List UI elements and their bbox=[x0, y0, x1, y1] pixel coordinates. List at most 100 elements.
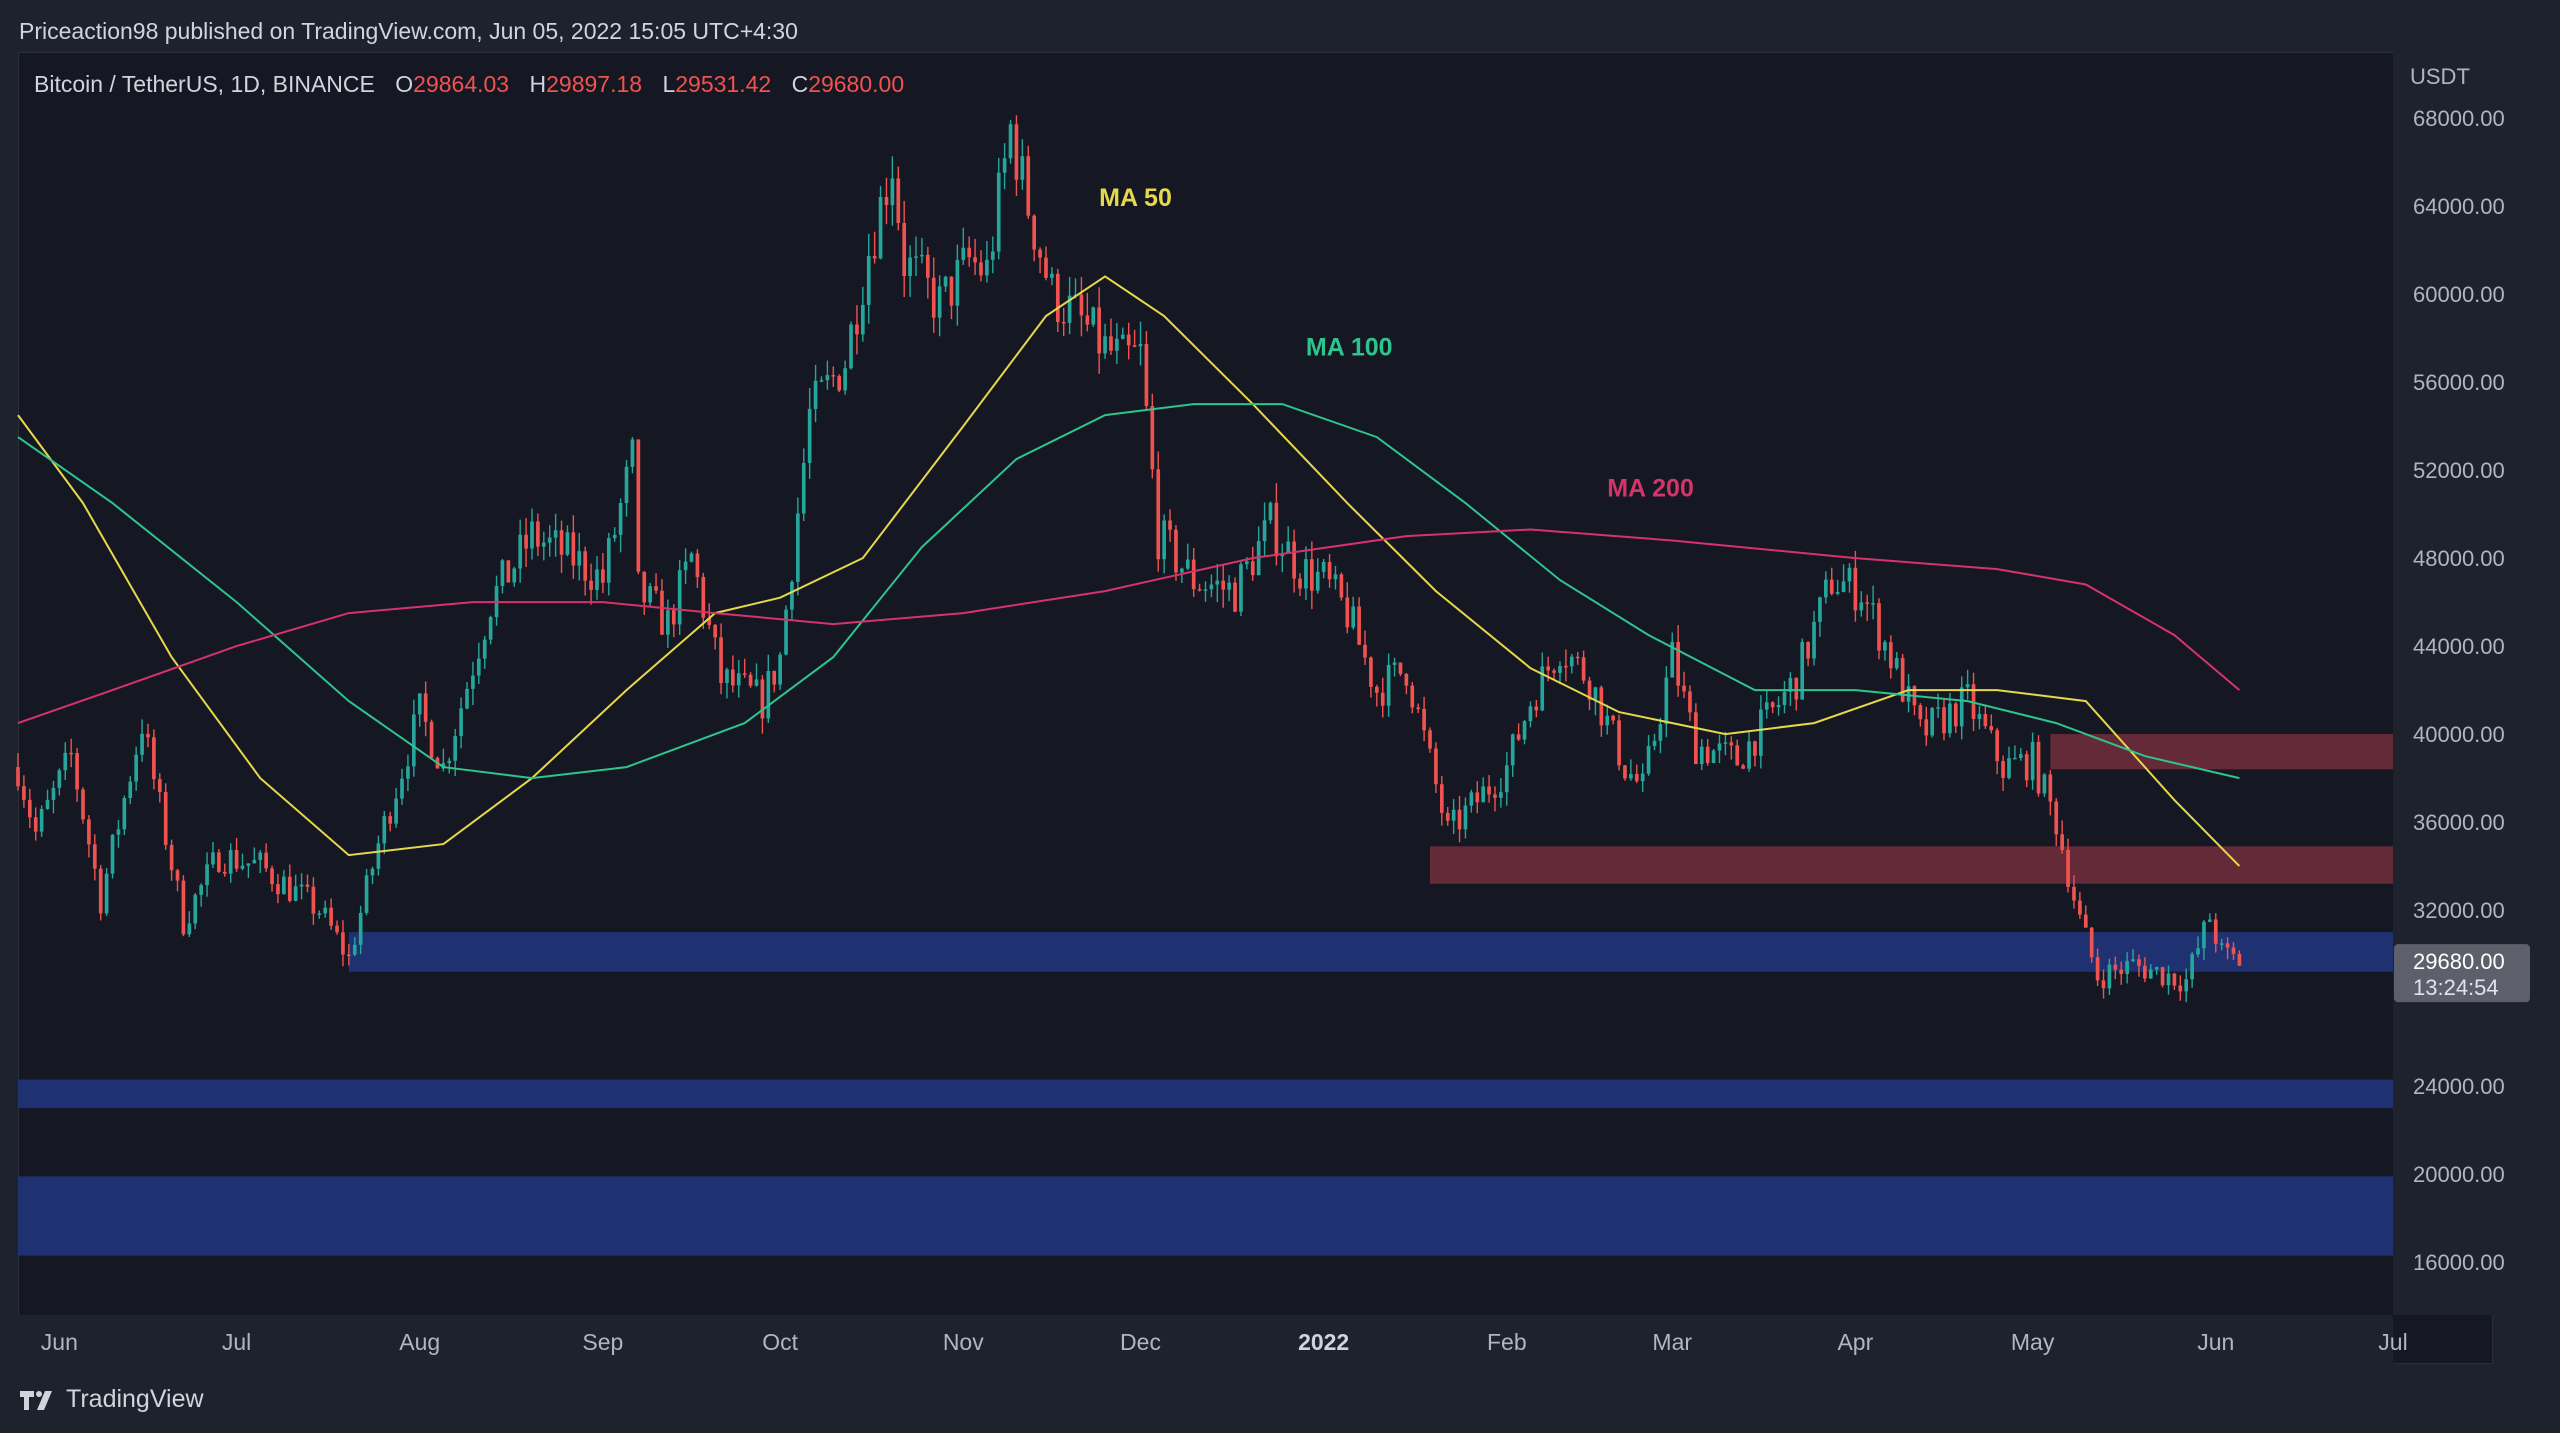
candle-body bbox=[1321, 561, 1326, 572]
candle-body bbox=[57, 770, 62, 788]
candle-body bbox=[187, 923, 192, 935]
candle-body bbox=[128, 781, 133, 799]
candle-body bbox=[1829, 579, 1834, 594]
candle-body bbox=[796, 513, 800, 582]
candle-body bbox=[1800, 642, 1805, 700]
candle-body bbox=[1865, 602, 1870, 604]
candle-body bbox=[530, 521, 534, 549]
chart-pane[interactable] bbox=[18, 52, 2493, 1364]
candle-body bbox=[1115, 338, 1119, 351]
candle-body bbox=[1965, 684, 1970, 688]
candle-body bbox=[2131, 959, 2135, 961]
ma-label: MA 100 bbox=[1306, 334, 1393, 362]
candle-body bbox=[2083, 914, 2088, 928]
price-tick-label: 40000.00 bbox=[2413, 722, 2505, 747]
candle-body bbox=[1315, 571, 1320, 591]
candle-body bbox=[1587, 680, 1592, 700]
candle-body bbox=[1705, 746, 1710, 763]
candle-body bbox=[1451, 809, 1456, 821]
candle-body bbox=[2202, 921, 2206, 949]
time-tick-label: Jun bbox=[41, 1329, 78, 1355]
support-zone bbox=[18, 1079, 2393, 1109]
candle-body bbox=[1581, 657, 1586, 681]
candle-body bbox=[1109, 336, 1113, 351]
time-tick-label: Jul bbox=[2378, 1329, 2407, 1355]
candle-body bbox=[376, 843, 381, 869]
candle-body bbox=[305, 884, 310, 887]
candle-body bbox=[1753, 741, 1757, 756]
candle-body bbox=[81, 789, 85, 820]
candle-body bbox=[2119, 969, 2124, 974]
candle-body bbox=[1428, 730, 1432, 749]
candle-body bbox=[1569, 656, 1574, 667]
candle-body bbox=[2042, 774, 2047, 794]
candle-body bbox=[1894, 658, 1899, 669]
candle-body bbox=[347, 954, 351, 956]
candle-body bbox=[825, 375, 830, 381]
last-price-value: 29680.00 bbox=[2413, 949, 2505, 974]
candle-body bbox=[199, 885, 203, 895]
candle-body bbox=[961, 247, 966, 260]
candle-body bbox=[1711, 750, 1716, 763]
candle-body bbox=[352, 944, 357, 955]
candle-body bbox=[1510, 734, 1515, 766]
candle-body bbox=[87, 819, 91, 845]
ma-label: MA 200 bbox=[1607, 474, 1694, 502]
candle-body bbox=[908, 257, 912, 277]
candle-body bbox=[2225, 943, 2230, 948]
candle-body bbox=[902, 223, 907, 277]
time-tick-label: Oct bbox=[762, 1329, 798, 1355]
tradingview-brand[interactable]: TradingView bbox=[18, 1385, 204, 1414]
candle-body bbox=[1292, 541, 1296, 579]
candle-body bbox=[2190, 954, 2194, 980]
candle-body bbox=[1168, 520, 1172, 530]
candle-body bbox=[1924, 719, 1929, 736]
time-axis-bg bbox=[18, 1315, 2393, 1364]
candle-body bbox=[382, 816, 387, 844]
candle-body bbox=[412, 714, 416, 767]
candle-body bbox=[39, 808, 44, 832]
candle-body bbox=[2172, 973, 2177, 986]
candle-body bbox=[311, 886, 316, 914]
candle-body bbox=[1262, 520, 1267, 542]
candle-body bbox=[565, 532, 570, 555]
candle-body bbox=[2107, 964, 2112, 989]
candle-body bbox=[1558, 665, 1562, 673]
candle-body bbox=[1782, 691, 1787, 705]
candle-body bbox=[1646, 745, 1651, 774]
candle-body bbox=[920, 254, 924, 257]
candle-body bbox=[1835, 591, 1840, 594]
time-axis-layer: Jun Jul Aug Sep Oct Nov Dec 2022 Feb Mar Apr May Jun… bbox=[18, 1315, 2408, 1364]
symbol-legend[interactable]: Bitcoin / TetherUS, 1D, BINANCE O29864.0… bbox=[34, 71, 904, 98]
candle-body bbox=[1788, 677, 1793, 692]
candle-body bbox=[677, 570, 682, 625]
candle-body bbox=[1540, 666, 1545, 711]
candle-body bbox=[2237, 953, 2242, 966]
candle-body bbox=[429, 721, 434, 758]
candle-body bbox=[152, 737, 156, 780]
candle-body bbox=[967, 247, 972, 258]
candle-body bbox=[1599, 687, 1604, 726]
candle-body bbox=[1546, 666, 1550, 671]
candle-body bbox=[831, 375, 836, 377]
time-tick-label: Jul bbox=[222, 1329, 251, 1355]
candle-body bbox=[571, 532, 576, 566]
candle-body bbox=[1363, 644, 1367, 658]
candle-body bbox=[606, 538, 611, 583]
price-tick-label: 32000.00 bbox=[2413, 898, 2505, 923]
candle-body bbox=[2018, 754, 2023, 758]
candle-body bbox=[488, 617, 493, 640]
candle-body bbox=[276, 884, 280, 895]
candle-body bbox=[1374, 686, 1379, 693]
candle-body bbox=[979, 262, 983, 276]
candle-body bbox=[612, 534, 617, 539]
candle-body bbox=[1776, 704, 1781, 708]
candle-body bbox=[1410, 685, 1415, 708]
candle-body bbox=[1369, 657, 1373, 687]
candle-body bbox=[122, 798, 127, 830]
candle-body bbox=[51, 787, 56, 800]
candle-body bbox=[1120, 334, 1125, 339]
candle-body bbox=[1020, 156, 1025, 180]
